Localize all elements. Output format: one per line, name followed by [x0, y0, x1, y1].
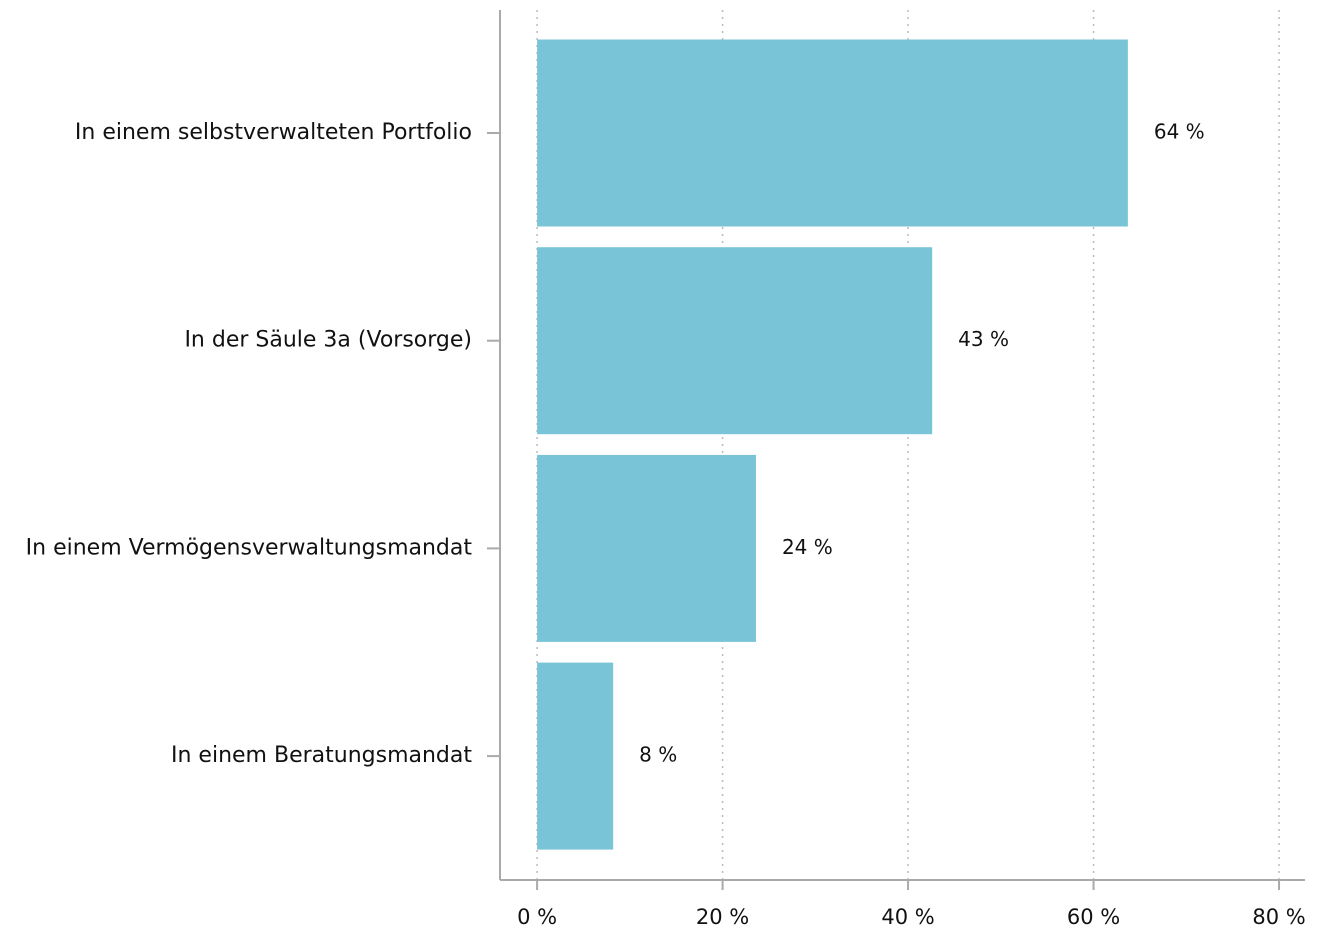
bar: [537, 247, 933, 435]
x-tick-label: 80 %: [1252, 905, 1305, 928]
value-label: 64 %: [1154, 120, 1205, 144]
y-tick-label: In einem selbstverwalteten Portfolio: [75, 120, 472, 145]
x-tick-label: 60 %: [1067, 905, 1120, 928]
y-tick-label: In einem Vermögensverwaltungsmandat: [26, 535, 473, 560]
x-tick-label: 0 %: [517, 905, 557, 928]
value-label: 43 %: [958, 327, 1009, 351]
bar: [537, 39, 1128, 227]
x-tick-label: 40 %: [881, 905, 934, 928]
value-label: 24 %: [782, 535, 833, 559]
y-tick-label: In einem Beratungsmandat: [171, 743, 472, 768]
value-label: 8 %: [639, 743, 677, 767]
bar: [537, 454, 756, 642]
y-tick-label: In der Säule 3a (Vorsorge): [184, 328, 472, 353]
bar: [537, 662, 614, 850]
x-tick-label: 20 %: [696, 905, 749, 928]
